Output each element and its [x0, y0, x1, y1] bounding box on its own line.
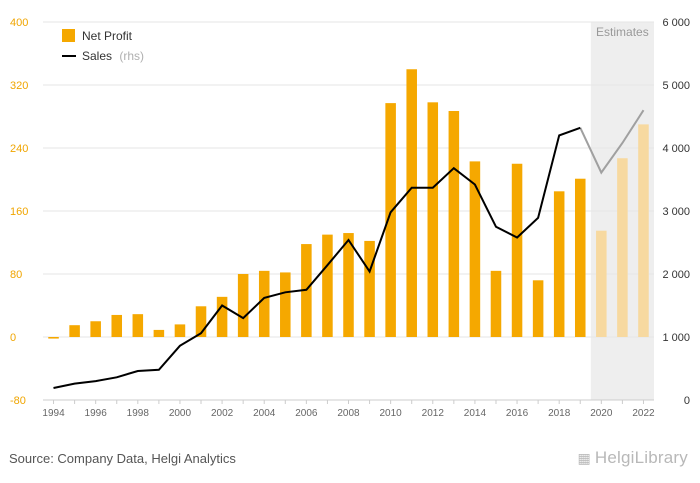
x-tick-label: 1994 — [42, 408, 65, 419]
net-profit-bar — [343, 233, 354, 337]
net-profit-bar — [216, 296, 228, 337]
net-profit-bar — [427, 102, 439, 337]
x-tick-label: 2014 — [464, 408, 487, 419]
net-profit-bar — [280, 272, 291, 337]
x-tick-label: 2020 — [590, 408, 613, 419]
net-profit-bar — [574, 178, 586, 337]
legend-sales-suffix: (rhs) — [119, 49, 144, 63]
left-axis-ticks: -80 0 80 160 240 320 400 — [10, 17, 28, 407]
x-tick-label: 2012 — [422, 408, 445, 419]
x-tick-label: 2004 — [253, 408, 276, 419]
library-icon: ▦ — [577, 450, 591, 466]
sales-line-actual — [53, 126, 581, 389]
x-tick-label: 2006 — [295, 408, 318, 419]
net-profit-bar — [111, 314, 123, 337]
legend-sales-name: Sales — [82, 49, 112, 63]
net-profit-bar — [532, 280, 544, 337]
left-tick-label: 400 — [10, 17, 28, 29]
net-profit-bar — [90, 321, 101, 337]
legend-net-profit-swatch — [62, 29, 75, 42]
net-profit-bar — [469, 161, 481, 337]
x-tick-label: 2000 — [169, 408, 192, 419]
x-tick-label: 2010 — [380, 408, 403, 419]
right-tick-label: 3 000 — [662, 206, 690, 218]
x-tick-label: 1998 — [127, 408, 150, 419]
left-tick-label: 80 — [10, 269, 22, 281]
estimates-label: Estimates — [596, 25, 649, 39]
right-tick-label: 6 000 — [662, 17, 690, 29]
right-tick-label: 4 000 — [662, 143, 690, 155]
net-profit-bar — [448, 110, 460, 337]
sales-line — [53, 109, 645, 389]
net-profit-bar — [322, 234, 333, 337]
net-profit-bar — [385, 103, 396, 337]
net-profit-bar — [553, 191, 565, 337]
left-tick-label: 0 — [10, 332, 16, 344]
left-tick-label: 320 — [10, 80, 28, 92]
net-profit-bar — [48, 337, 59, 339]
net-profit-bar — [132, 314, 144, 337]
net-profit-bar — [69, 325, 80, 337]
net-profit-bar — [490, 270, 502, 337]
right-tick-label: 0 — [684, 395, 690, 407]
net-profit-bar — [596, 230, 607, 337]
x-tick-label: 2018 — [548, 408, 571, 419]
source-note: Source: Company Data, Helgi Analytics — [9, 451, 236, 466]
net-profit-bar — [511, 163, 523, 337]
net-profit-bar — [258, 270, 270, 337]
x-axis-ticks: 1994 1996 1998 2000 2002 2004 2006 2008 2010 2012… — [42, 400, 655, 419]
x-tick-label: 2002 — [211, 408, 234, 419]
helgi-library-logo: ▦ HelgiLibrary — [577, 448, 688, 468]
right-tick-label: 1 000 — [662, 332, 690, 344]
x-tick-label: 1996 — [85, 408, 108, 419]
logo-text: HelgiLibrary — [594, 448, 688, 467]
legend: Net Profit Sales (rhs) — [62, 29, 144, 63]
net-profit-bar — [406, 69, 417, 337]
net-profit-bar — [617, 158, 628, 337]
net-profit-bar — [638, 124, 649, 337]
sales-line-estimate — [579, 109, 645, 175]
net-profit-bar — [174, 324, 186, 337]
x-tick-label: 2008 — [337, 408, 360, 419]
left-tick-label: -80 — [10, 395, 26, 407]
right-tick-label: 2 000 — [662, 269, 690, 281]
right-axis-ticks: 0 1 000 2 000 3 000 4 000 5 000 6 000 — [662, 17, 690, 407]
left-tick-label: 160 — [10, 206, 28, 218]
x-tick-label: 2016 — [506, 408, 529, 419]
net-profit-bar — [195, 306, 207, 337]
legend-net-profit-label: Net Profit — [82, 29, 133, 43]
x-tick-label: 2022 — [632, 408, 655, 419]
legend-sales-label: Sales (rhs) — [82, 49, 144, 63]
net-profit-bar — [153, 329, 165, 337]
left-tick-label: 240 — [10, 143, 28, 155]
right-tick-label: 5 000 — [662, 80, 690, 92]
net-profit-bar — [364, 240, 375, 337]
net-profit-bar — [237, 274, 249, 337]
chart: -80 0 80 160 240 320 400 0 1 000 2 000 3 000 4 000… — [10, 17, 690, 419]
bars — [48, 69, 649, 339]
